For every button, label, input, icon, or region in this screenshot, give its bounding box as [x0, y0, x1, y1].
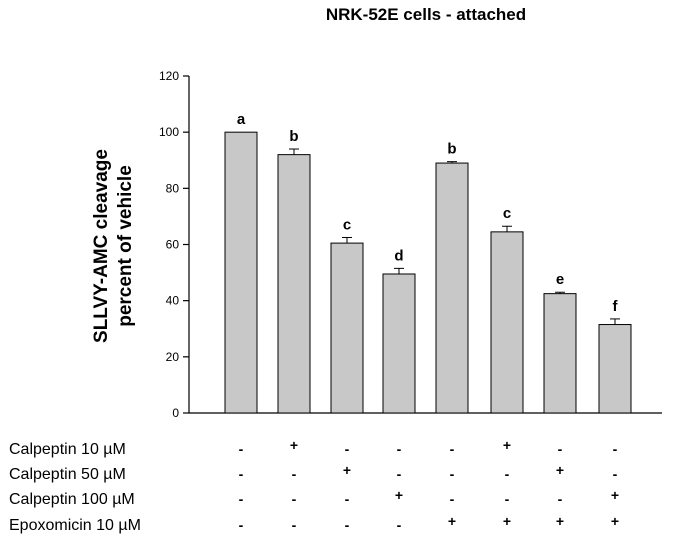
treatment-sign: + [611, 487, 619, 503]
bar [598, 324, 632, 414]
treatment-sign: + [343, 462, 351, 478]
treatment-sign: - [558, 441, 563, 457]
treatment-sign: - [450, 441, 455, 457]
treatment-sign: - [292, 491, 297, 507]
treatment-sign: - [345, 491, 350, 507]
y-axis-label-line: SLLVY-AMC cleavage [91, 149, 112, 343]
y-tick-label: 20 [166, 350, 180, 364]
bar [543, 293, 577, 414]
significance-letter: a [237, 111, 246, 128]
bar [224, 131, 258, 414]
significance-letter: f [613, 298, 619, 315]
bar [490, 231, 524, 414]
bar [382, 273, 416, 414]
treatment-sign: - [239, 466, 244, 482]
treatment-label: Calpeptin 100 µM [9, 491, 135, 508]
treatment-sign: + [556, 462, 564, 478]
treatment-sign: + [503, 437, 511, 453]
treatment-sign: + [448, 513, 456, 529]
treatment-sign: - [613, 466, 618, 482]
significance-letter: c [503, 205, 511, 222]
bar [435, 162, 469, 414]
treatment-sign: - [505, 466, 510, 482]
significance-letter: b [447, 141, 456, 158]
treatment-sign: + [556, 513, 564, 529]
treatment-sign: - [450, 491, 455, 507]
treatment-sign: - [397, 441, 402, 457]
treatment-label: Calpeptin 10 µM [9, 441, 126, 458]
treatment-sign: - [345, 517, 350, 533]
bar [330, 242, 364, 414]
bar [277, 154, 311, 414]
treatment-label: Calpeptin 50 µM [9, 466, 126, 483]
axes: 0 20 40 60 80 100 120 [159, 69, 662, 420]
treatment-sign: - [558, 491, 563, 507]
significance-letter: e [556, 271, 564, 288]
treatment-sign: - [239, 491, 244, 507]
treatment-sign: - [397, 517, 402, 533]
bars: a b c d b c e f [224, 111, 632, 414]
treatment-sign: + [503, 513, 511, 529]
significance-letter: c [343, 216, 351, 233]
y-tick-label: 80 [166, 181, 180, 195]
significance-letter: b [289, 128, 298, 145]
treatment-table: Calpeptin 10 µM - + - - - + - - Calpeptin 50 µM - -… [9, 437, 619, 534]
treatment-sign: - [292, 466, 297, 482]
treatment-sign: - [505, 491, 510, 507]
treatment-sign: + [290, 437, 298, 453]
treatment-label: Epoxomicin 10 µM [9, 517, 141, 534]
chart-title: NRK-52E cells - attached [326, 5, 526, 24]
treatment-sign: - [397, 466, 402, 482]
treatment-sign: + [395, 487, 403, 503]
y-tick-label: 40 [166, 294, 180, 308]
significance-letter: d [394, 247, 403, 264]
y-tick-label: 120 [159, 69, 179, 83]
y-tick-label: 0 [172, 406, 179, 420]
treatment-sign: - [345, 441, 350, 457]
treatment-sign: - [239, 517, 244, 533]
y-tick-label: 60 [166, 238, 180, 252]
y-axis-label: SLLVY-AMC cleavage percent of vehicle [91, 149, 136, 343]
treatment-sign: - [292, 517, 297, 533]
treatment-sign: - [450, 466, 455, 482]
treatment-sign: - [239, 441, 244, 457]
treatment-sign: - [613, 441, 618, 457]
y-axis-label-line: percent of vehicle [115, 165, 136, 327]
treatment-sign: + [611, 513, 619, 529]
y-tick-label: 100 [159, 125, 179, 139]
